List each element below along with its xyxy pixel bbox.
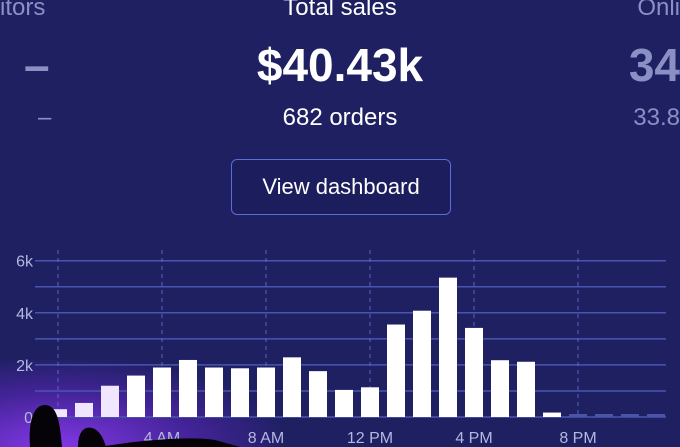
bar xyxy=(75,402,93,417)
bar-placeholder xyxy=(569,414,587,417)
view-dashboard-button[interactable]: View dashboard xyxy=(231,159,451,215)
visitors-value: – xyxy=(24,39,50,91)
x-tick-label: 8 PM xyxy=(559,430,596,447)
bar xyxy=(361,387,379,417)
bar xyxy=(101,385,119,417)
bar-placeholder xyxy=(595,414,613,417)
total-sales-label: Total sales xyxy=(283,0,397,21)
bar xyxy=(127,375,145,417)
x-tick-label: 8 AM xyxy=(248,430,284,447)
bar xyxy=(283,357,301,417)
bar xyxy=(387,324,405,417)
bar xyxy=(205,367,223,417)
online-sub: 33.8 xyxy=(633,104,680,131)
bar xyxy=(465,327,483,417)
bar xyxy=(543,412,561,417)
bar xyxy=(179,359,197,417)
bar xyxy=(491,360,509,417)
bar-placeholder xyxy=(647,414,665,417)
online-label: Onli xyxy=(637,0,680,21)
bar xyxy=(439,277,457,417)
online-value: 34 xyxy=(628,39,680,91)
visitors-sub: – xyxy=(38,104,52,131)
y-tick-label: 4k xyxy=(16,306,34,323)
bar xyxy=(231,368,249,417)
x-tick-label: 12 PM xyxy=(347,430,393,447)
x-tick-label: 4 PM xyxy=(455,430,492,447)
total-sales-value: $40.43k xyxy=(256,39,424,91)
bar xyxy=(257,367,275,417)
bar xyxy=(517,361,535,417)
bar xyxy=(153,367,171,417)
y-tick-label: 0 xyxy=(24,410,33,427)
orders-count: 682 orders xyxy=(282,104,398,131)
y-tick-label: 2k xyxy=(16,358,34,375)
bar xyxy=(335,389,353,417)
bar-placeholder xyxy=(621,414,639,417)
bar xyxy=(309,371,327,417)
visitors-label: itors xyxy=(0,0,46,21)
bar xyxy=(413,310,431,417)
bar xyxy=(49,409,67,417)
y-tick-label: 6k xyxy=(16,254,34,271)
